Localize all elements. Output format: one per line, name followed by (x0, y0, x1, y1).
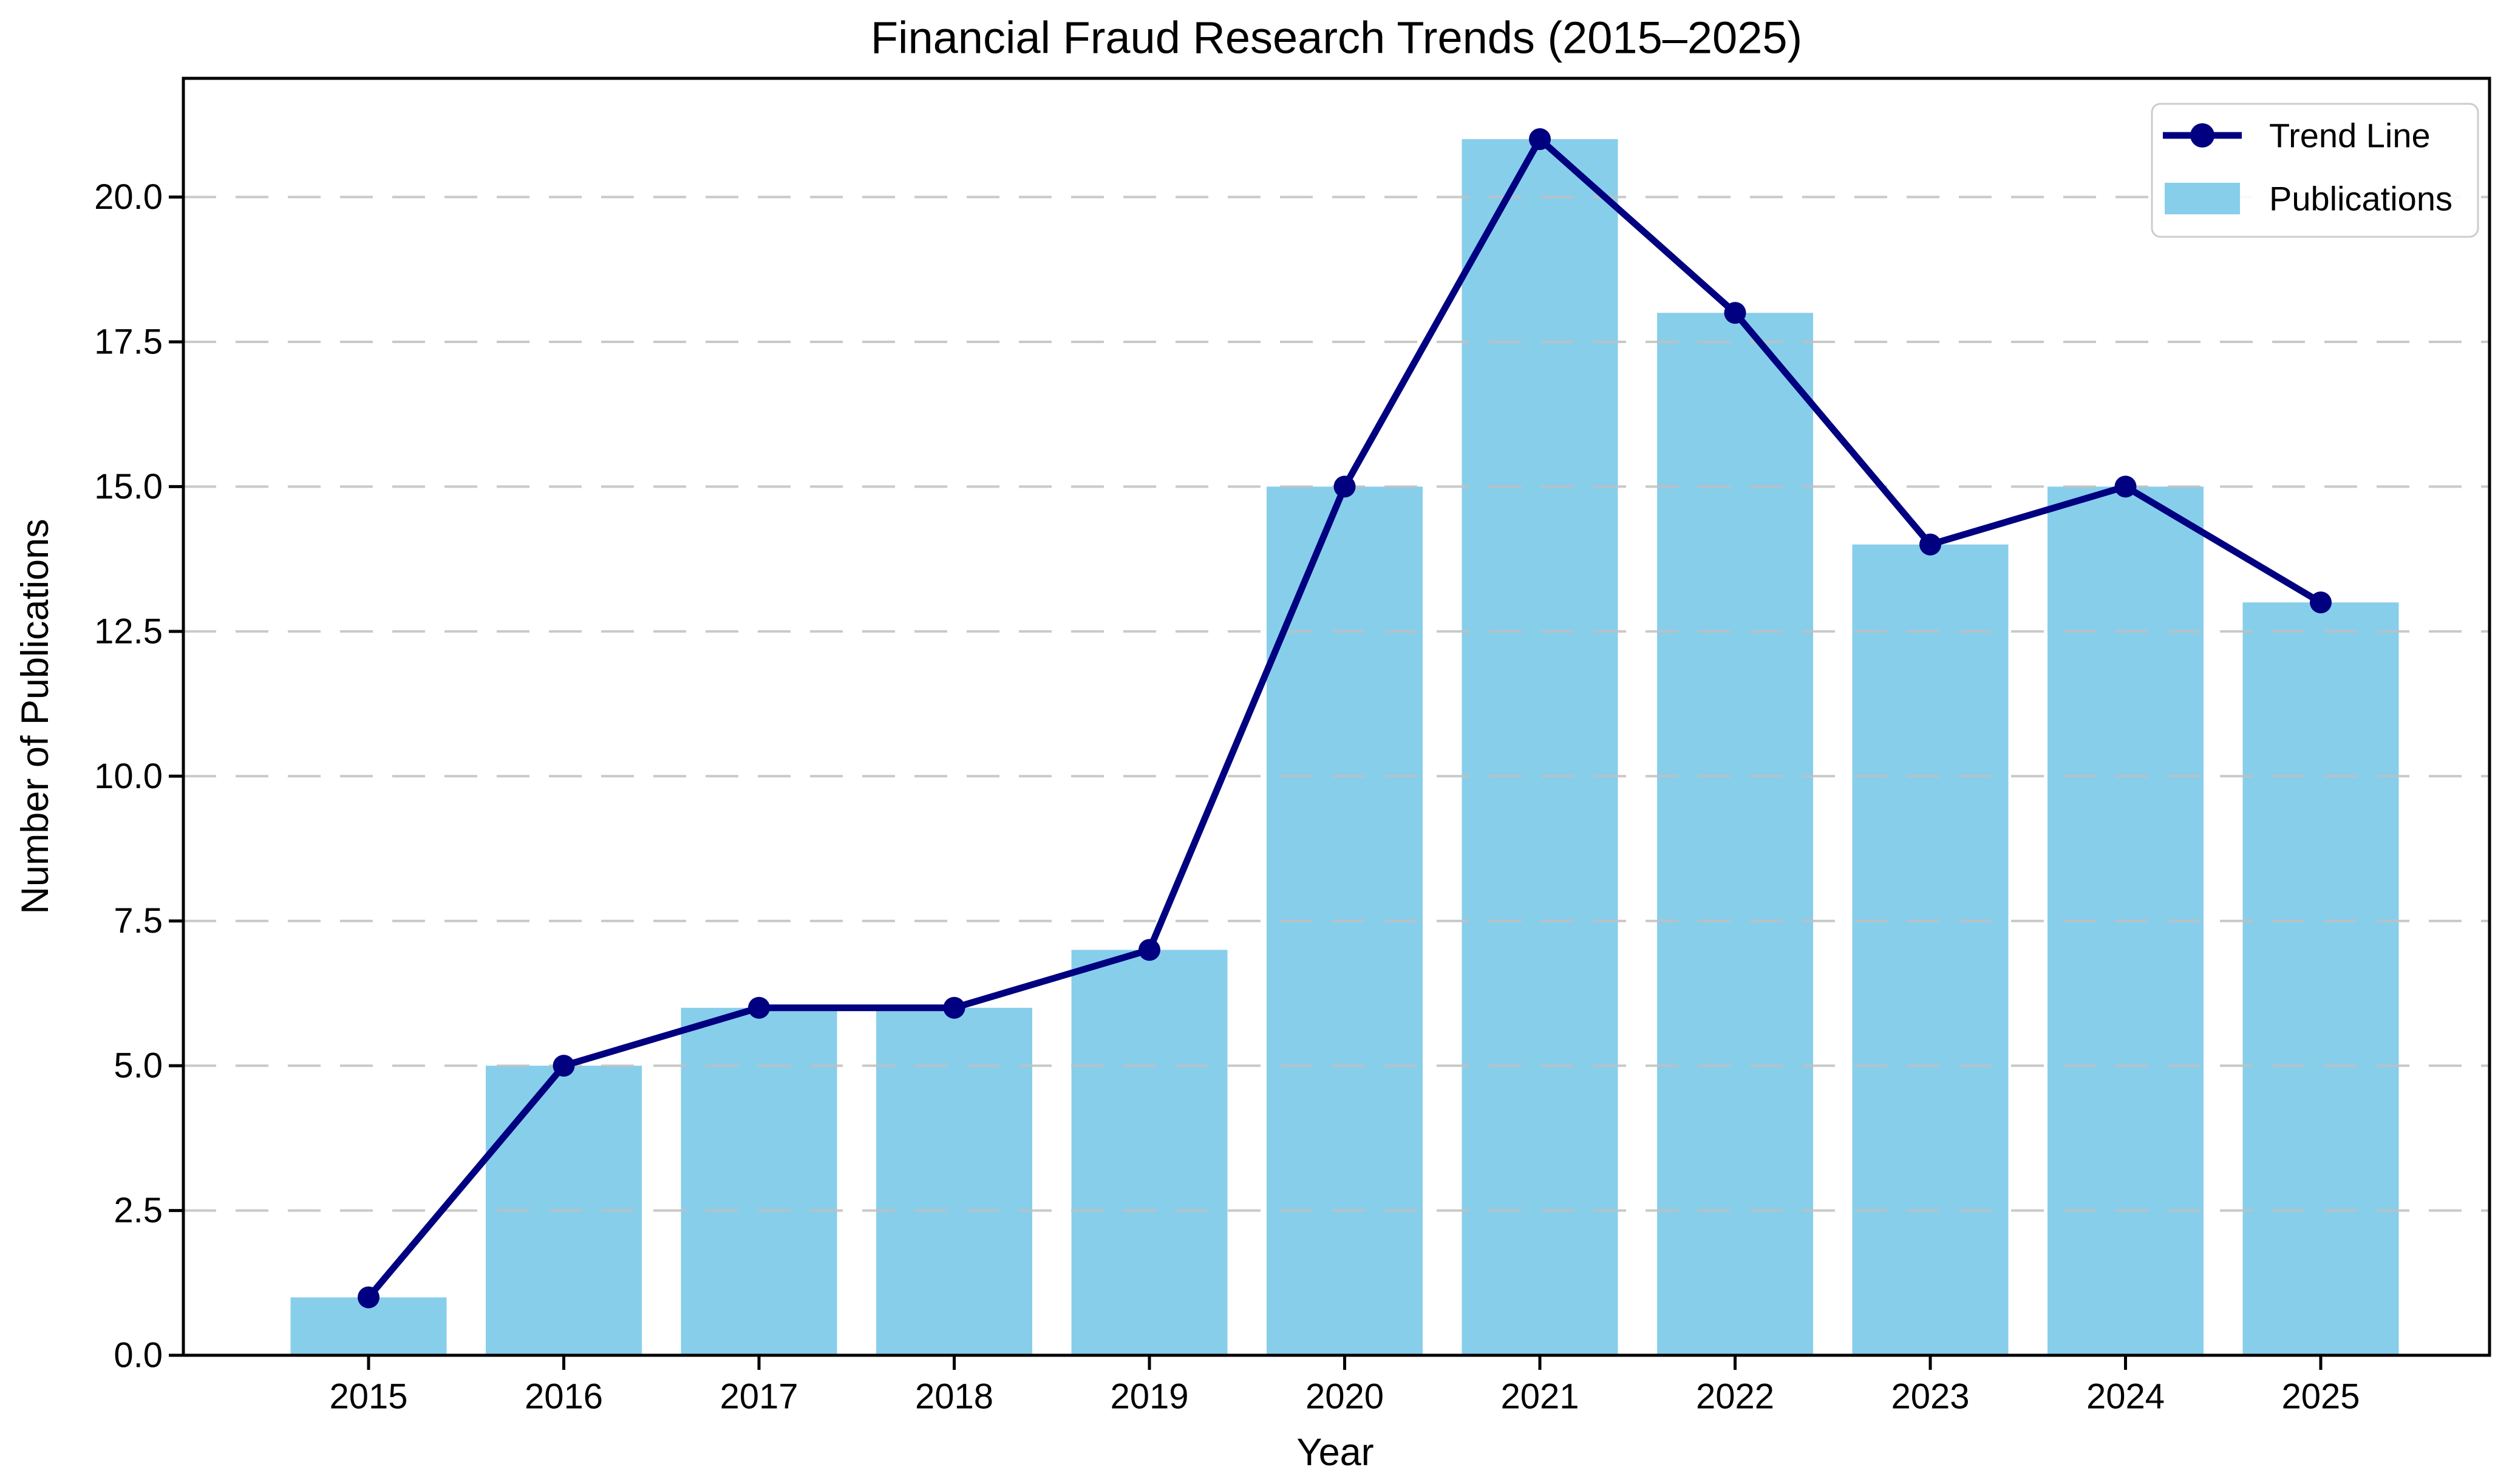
y-tick-label: 7.5 (114, 901, 163, 941)
x-tick-label: 2022 (1696, 1377, 1774, 1417)
trend-line-marker (358, 1286, 380, 1309)
bars-layer (290, 139, 2399, 1356)
x-tick-label: 2020 (1305, 1377, 1384, 1417)
chart-title: Financial Fraud Research Trends (2015–20… (871, 13, 1802, 63)
legend-label-publications: Publications (2269, 180, 2452, 218)
y-tick-label: 10.0 (94, 757, 163, 796)
y-axis-label: Number of Publications (14, 519, 56, 914)
trend-line-marker (1724, 302, 1746, 324)
y-tick-label: 5.0 (114, 1046, 163, 1086)
y-tick-label: 0.0 (114, 1336, 163, 1375)
legend-item-trend-line: Trend Line (2163, 117, 2431, 155)
x-tick-label: 2017 (720, 1377, 798, 1417)
trend-line-marker (1333, 475, 1356, 498)
x-tick-label: 2024 (2086, 1377, 2165, 1417)
y-tick-label: 17.5 (94, 322, 163, 361)
bar (1852, 544, 2009, 1355)
x-tick-label: 2023 (1891, 1377, 1969, 1417)
y-tick-label: 2.5 (114, 1191, 163, 1230)
legend: Trend Line Publications (2151, 103, 2479, 238)
trend-line-marker-icon (2190, 123, 2214, 148)
bar (876, 1007, 1032, 1355)
bar (681, 1007, 837, 1355)
y-tick-label: 12.5 (94, 611, 163, 651)
tick-labels: 0.0 2.5 5.0 7.5 10.0 12.5 15.0 17.5 20.0 2015 2016… (94, 177, 2360, 1416)
x-tick-label: 2015 (329, 1377, 407, 1417)
trend-line-marker (2310, 591, 2332, 614)
bar (1071, 950, 1228, 1355)
axis-ticks (169, 196, 2323, 1370)
trend-line-marker (1919, 533, 1941, 556)
legend-label-trend-line: Trend Line (2269, 117, 2431, 155)
x-axis-label: Year (1296, 1431, 1373, 1474)
publications-swatch-icon (2165, 183, 2240, 214)
bar (2242, 602, 2399, 1356)
legend-item-publications: Publications (2165, 180, 2452, 218)
y-tick-label: 15.0 (94, 467, 163, 506)
x-tick-label: 2019 (1110, 1377, 1188, 1417)
x-tick-label: 2021 (1500, 1377, 1579, 1417)
trend-line-marker (2114, 475, 2137, 498)
trend-line (358, 128, 2332, 1309)
trend-line-marker (553, 1055, 575, 1077)
x-tick-label: 2018 (915, 1377, 993, 1417)
trend-line-marker (943, 996, 965, 1019)
plot-border (182, 77, 2491, 1357)
x-tick-label: 2025 (2281, 1377, 2360, 1417)
trend-line-marker (748, 996, 770, 1019)
bar (1462, 139, 1618, 1356)
trend-line-marker (1139, 939, 1160, 961)
y-tick-label: 20.0 (94, 177, 163, 217)
bar (1657, 313, 1813, 1355)
x-tick-label: 2016 (525, 1377, 603, 1417)
trend-line-marker (1529, 128, 1551, 151)
